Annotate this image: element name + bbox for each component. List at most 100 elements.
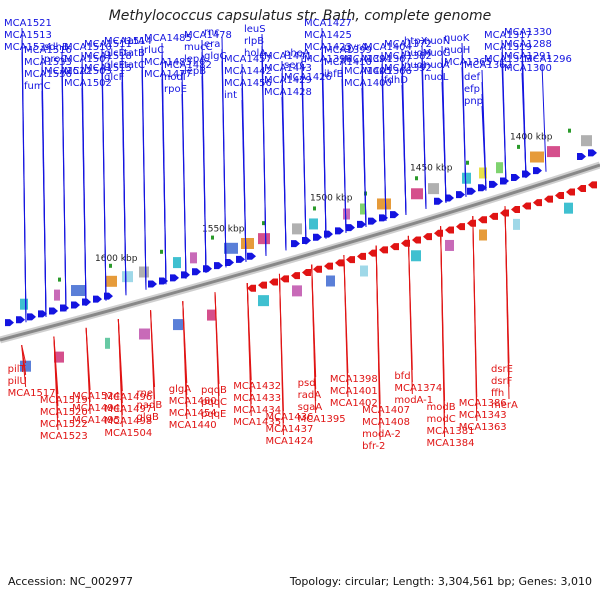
forward-gene-arrow: [214, 262, 223, 270]
gene-label: def: [464, 72, 481, 83]
feature-block: [581, 135, 592, 147]
gene-label: radA: [298, 390, 322, 401]
gene-label: MCA1498: [104, 416, 152, 427]
gene-label: htpX: [404, 36, 428, 47]
gene-label: rne: [137, 388, 153, 399]
gene-label: nuoK: [444, 33, 470, 44]
gene-label: MCA1410: [324, 57, 372, 68]
gene-label: MCA1400: [344, 78, 392, 89]
gene-label: MCA1343: [459, 410, 507, 421]
gene-label: MCA1495: [72, 415, 120, 426]
feature-block: [377, 198, 391, 210]
gene-label: serC: [284, 60, 306, 71]
gene-label: MCA1478: [184, 30, 232, 41]
forward-gene-arrow: [379, 214, 388, 222]
gene-label: MCA1511: [84, 39, 132, 50]
reverse-gene-arrow: [456, 223, 465, 231]
gene-label: MCA1427: [304, 18, 352, 29]
reverse-gene-arrow: [445, 226, 454, 234]
gene-label: MCA1435: [233, 417, 281, 428]
gene-label: pqqB: [201, 385, 227, 396]
reverse-gene-arrow: [291, 272, 300, 280]
gene-leader-line: [41, 90, 47, 317]
gene-label: MCA1319: [484, 42, 532, 53]
gene-leader-line: [182, 301, 188, 420]
gene-label: MCA1313: [484, 54, 532, 65]
feature-block: [122, 271, 133, 283]
gene-label: modC: [427, 414, 456, 425]
gene-label: dsrE: [491, 364, 513, 375]
gene-leader-line: [504, 206, 510, 400]
reverse-gene-arrow: [577, 184, 586, 192]
forward-gene-arrow: [192, 268, 201, 276]
gene-label: proC: [44, 54, 67, 65]
gene-leader-line: [21, 345, 27, 388]
gene-label: psd: [298, 378, 316, 389]
marker-tick: [517, 144, 520, 149]
forward-gene-arrow: [588, 149, 597, 157]
feature-block: [139, 328, 150, 340]
gene-leader-line: [361, 87, 367, 227]
gene-label: MCA1516: [24, 45, 72, 56]
feature-block: [479, 167, 487, 179]
feature-block: [224, 242, 238, 254]
feature-block: [105, 337, 110, 349]
gene-label: MCA1522: [40, 419, 88, 430]
gene-label: MCA1362: [464, 60, 512, 71]
gene-label: MCA1513: [4, 30, 52, 41]
gene-label: MCA1442: [224, 66, 272, 77]
feature-block: [20, 360, 31, 372]
reverse-gene-arrow: [434, 229, 443, 237]
gene-label: pqqE: [201, 409, 226, 420]
map-title: Methylococcus capsulatus str. Bath, comp…: [108, 8, 492, 24]
gene-label: glcD: [104, 48, 127, 59]
gene-leader-line: [150, 310, 156, 412]
reverse-gene-arrow: [478, 216, 487, 224]
gene-label: MCA1365: [444, 57, 492, 68]
forward-gene-arrow: [93, 295, 102, 303]
reverse-gene-arrow: [588, 181, 597, 189]
gene-label: MCA1396: [304, 54, 352, 65]
forward-gene-arrow: [60, 304, 69, 312]
reverse-gene-arrow: [566, 188, 575, 196]
forward-gene-arrow: [533, 167, 542, 175]
gene-leader-line: [246, 283, 252, 417]
gene-label: MCA1514: [104, 36, 152, 47]
forward-gene-arrow: [27, 313, 36, 321]
gene-label: MCA1395: [298, 414, 346, 425]
forward-gene-arrow: [313, 233, 322, 241]
gene-label: MCA1536: [24, 69, 72, 80]
forward-gene-arrow: [225, 259, 234, 267]
reverse-gene-arrow: [511, 206, 520, 214]
feature-block: [105, 275, 117, 287]
forward-gene-arrow: [203, 265, 212, 273]
reverse-gene-arrow: [269, 278, 278, 286]
gene-label: MCA1533: [24, 57, 72, 68]
gene-leader-line: [472, 216, 478, 422]
feature-block: [428, 183, 439, 195]
forward-gene-arrow: [104, 292, 113, 300]
gene-label: pilT: [8, 364, 27, 375]
backbone-line: [0, 163, 600, 342]
gene-leader-line: [481, 105, 487, 191]
gene-label: sgaA: [298, 402, 323, 413]
forward-gene-labels: MCA1521MCA1513MCA1534MCA1516MCA1533MCA15…: [4, 18, 572, 323]
gene-leader-line: [214, 292, 220, 409]
gene-leader-line: [343, 255, 349, 398]
feature-block: [309, 218, 318, 230]
gene-label: MCA1374: [394, 383, 442, 394]
feature-block: [258, 233, 270, 245]
gene-label: MCA1443: [264, 63, 312, 74]
gene-label: MCA1433: [233, 393, 281, 404]
forward-gene-arrow: [522, 170, 531, 178]
reverse-gene-arrow: [258, 281, 267, 289]
gene-label: MCA1494: [72, 403, 120, 414]
gene-label: MCA1401: [330, 386, 378, 397]
gene-label: pnp: [464, 96, 483, 107]
reverse-gene-arrow: [500, 209, 509, 217]
gene-label: glgC: [204, 51, 226, 62]
feature-block: [173, 319, 183, 331]
gene-label: nuoM: [404, 48, 431, 59]
reverse-gene-arrow: [379, 246, 388, 254]
